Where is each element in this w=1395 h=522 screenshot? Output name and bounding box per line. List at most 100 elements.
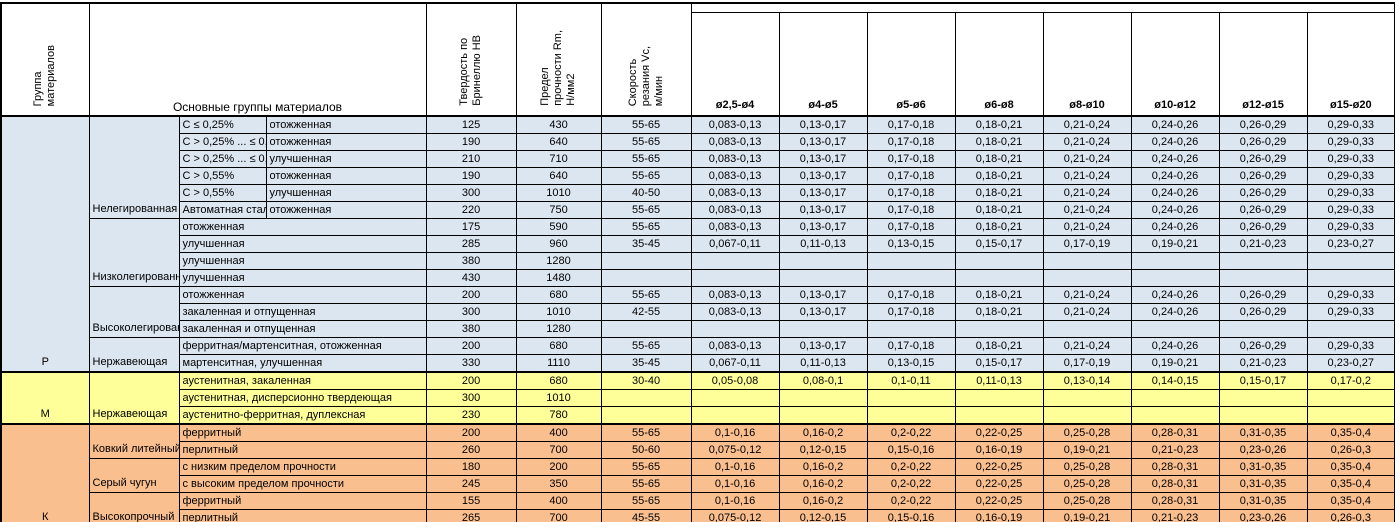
feed-cell bbox=[1306, 320, 1395, 338]
feed-cell: 0,29-0,33 bbox=[1306, 337, 1395, 355]
feed-cell bbox=[866, 320, 956, 338]
table-row: аустенитно-ферритная, дуплексная 230 780 bbox=[1, 406, 1395, 425]
feed-cell: 0,29-0,33 bbox=[1306, 201, 1395, 219]
feed-cell bbox=[1218, 389, 1308, 407]
feed-cell: 0,18-0,21 bbox=[954, 115, 1044, 134]
feed-cell: 0,15-0,17 bbox=[954, 354, 1044, 373]
feed-cell: 0,18-0,21 bbox=[954, 337, 1044, 355]
feed-cell: 0,17-0,18 bbox=[866, 337, 956, 355]
material-group-cell: Высоколегированная bbox=[88, 286, 180, 338]
feed-cell bbox=[778, 389, 868, 407]
feed-cell bbox=[778, 269, 868, 287]
header-strength-col: Предел прочности Rm, Н/мм2 bbox=[515, 2, 602, 117]
feed-cell: 0,25-0,28 bbox=[1042, 475, 1132, 493]
hardness-cell: 155 bbox=[425, 492, 517, 510]
hardness-cell: 245 bbox=[425, 475, 517, 493]
heat-treatment-cell: отожженная bbox=[265, 201, 427, 219]
feed-cell: 0,13-0,17 bbox=[778, 184, 868, 202]
feed-cell: 0,15-0,16 bbox=[866, 441, 956, 459]
feed-cell: 0,2-0,22 bbox=[866, 475, 956, 493]
header-hardness-label: Твердость по Бринеллю НВ bbox=[458, 35, 484, 106]
feed-cell: 0,21-0,24 bbox=[1042, 337, 1132, 355]
header-row-diameters: ø2,5-ø4 ø4-ø5 ø5-ø6 ø6-ø8 ø8-ø10 ø10-ø12… bbox=[1, 12, 1395, 117]
feed-cell: 0,22-0,25 bbox=[954, 475, 1044, 493]
heat-treatment-cell: ферритный bbox=[178, 492, 427, 510]
table-row: Высокопрочный ферритный 155 400 55-65 0,1-0,1… bbox=[1, 492, 1395, 522]
section-letter-cell: P bbox=[0, 115, 90, 373]
feed-cell: 0,083-0,13 bbox=[690, 115, 780, 134]
header-strength-label: Предел прочности Rm, Н/мм2 bbox=[539, 30, 578, 106]
feed-cell: 0,28-0,31 bbox=[1130, 492, 1220, 510]
feed-cell bbox=[1218, 320, 1308, 338]
feed-cell bbox=[866, 406, 956, 425]
header-diameter-col: ø10-ø12 bbox=[1130, 12, 1220, 117]
section-letter-cell: M bbox=[0, 371, 90, 425]
feed-cell: 0,13-0,17 bbox=[778, 286, 868, 304]
hardness-cell: 180 bbox=[425, 458, 517, 476]
heat-treatment-cell: аустенитная, закаленная bbox=[178, 371, 427, 390]
feed-cell: 0,31-0,35 bbox=[1218, 423, 1308, 442]
feed-cell: 0,24-0,26 bbox=[1130, 167, 1220, 185]
hardness-cell: 200 bbox=[425, 423, 517, 442]
feed-cell bbox=[1042, 252, 1132, 270]
feed-cell: 0,13-0,17 bbox=[778, 115, 868, 134]
speed-cell: 35-45 bbox=[600, 235, 692, 253]
table-row: перлитный 265 700 45-55 0,075-0,12 0,12-0,15 0… bbox=[1, 509, 1395, 522]
feed-cell: 0,08-0,1 bbox=[778, 371, 868, 390]
feed-cell: 0,17-0,19 bbox=[1042, 354, 1132, 373]
feed-cell: 0,18-0,21 bbox=[954, 286, 1044, 304]
feed-cell: 0,21-0,23 bbox=[1130, 441, 1220, 459]
feed-cell: 0,29-0,33 bbox=[1306, 303, 1395, 321]
feed-cell: 0,26-0,29 bbox=[1218, 133, 1308, 151]
speed-cell bbox=[600, 252, 692, 270]
feed-cell: 0,21-0,23 bbox=[1218, 235, 1308, 253]
speed-cell: 55-65 bbox=[600, 458, 692, 476]
hardness-cell: 200 bbox=[425, 371, 517, 390]
heat-treatment-cell: закаленная и отпущенная bbox=[178, 320, 427, 338]
feed-cell: 0,18-0,21 bbox=[954, 167, 1044, 185]
strength-cell: 640 bbox=[515, 167, 602, 185]
heat-treatment-cell: ферритный bbox=[178, 423, 427, 442]
speed-cell: 55-65 bbox=[600, 150, 692, 168]
feed-cell: 0,075-0,12 bbox=[690, 441, 780, 459]
heat-treatment-cell: с высоким пределом прочности bbox=[178, 475, 427, 493]
feed-cell: 0,19-0,21 bbox=[1130, 235, 1220, 253]
speed-cell bbox=[600, 389, 692, 407]
feed-cell bbox=[1306, 406, 1395, 425]
feed-cell bbox=[1042, 269, 1132, 287]
feed-cell: 0,29-0,33 bbox=[1306, 184, 1395, 202]
feed-cell: 0,25-0,28 bbox=[1042, 492, 1132, 510]
feed-cell bbox=[866, 252, 956, 270]
strength-cell: 1280 bbox=[515, 320, 602, 338]
feed-cell bbox=[778, 320, 868, 338]
header-material-group-col: Группа материалов bbox=[0, 2, 90, 117]
hardness-cell: 220 bbox=[425, 201, 517, 219]
strength-cell: 1280 bbox=[515, 252, 602, 270]
feed-cell bbox=[1130, 406, 1220, 425]
feed-cell: 0,13-0,17 bbox=[778, 201, 868, 219]
header-diameter-col: ø12-ø15 bbox=[1218, 12, 1308, 117]
feed-cell bbox=[690, 406, 780, 425]
feed-cell: 0,18-0,21 bbox=[954, 303, 1044, 321]
feed-cell: 0,12-0,15 bbox=[778, 441, 868, 459]
feed-cell: 0,067-0,11 bbox=[690, 235, 780, 253]
feed-cell: 0,18-0,21 bbox=[954, 133, 1044, 151]
feed-cell: 0,17-0,18 bbox=[866, 303, 956, 321]
feed-cell: 0,16-0,19 bbox=[954, 441, 1044, 459]
speed-cell: 55-65 bbox=[600, 337, 692, 355]
carbon-content-cell: C > 0,55% bbox=[178, 184, 267, 202]
feed-cell bbox=[1130, 252, 1220, 270]
hardness-cell: 230 bbox=[425, 406, 517, 425]
hardness-cell: 210 bbox=[425, 150, 517, 168]
strength-cell: 960 bbox=[515, 235, 602, 253]
speed-cell: 55-65 bbox=[600, 286, 692, 304]
hardness-cell: 330 bbox=[425, 354, 517, 373]
feed-cell: 0,12-0,15 bbox=[778, 509, 868, 522]
strength-cell: 590 bbox=[515, 218, 602, 236]
feed-cell: 0,35-0,4 bbox=[1306, 492, 1395, 510]
feed-cell: 0,15-0,17 bbox=[954, 235, 1044, 253]
hardness-cell: 190 bbox=[425, 133, 517, 151]
strength-cell: 700 bbox=[515, 509, 602, 522]
header-diameter-group-strip bbox=[690, 2, 1395, 13]
feed-cell: 0,17-0,18 bbox=[866, 115, 956, 134]
